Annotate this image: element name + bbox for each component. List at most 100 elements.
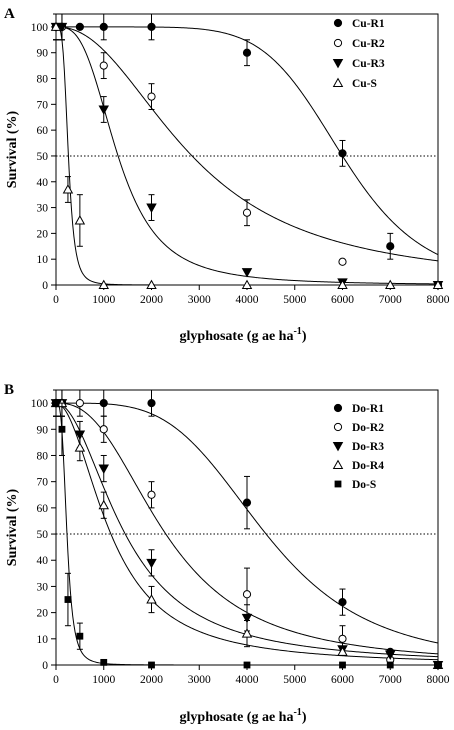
panel-a-legend: Cu-R1 Cu-R2 Cu-R3 Cu-S [332, 18, 385, 90]
panel-b-xtick-label: 8000 [427, 674, 450, 686]
panel-b-ytick-label: 0 [42, 660, 48, 672]
legend-label-cu-r3: Cu-R3 [352, 58, 385, 70]
legend-label-cu-s: Cu-S [352, 78, 377, 90]
panel-b-ytick-label: 80 [37, 450, 49, 462]
panel-a-xtick-label: 4000 [236, 294, 259, 306]
data-point [385, 279, 396, 290]
data-point [146, 594, 157, 604]
panel-b-series-do-s [52, 389, 442, 669]
panel-b-xtick-label: 7000 [379, 674, 402, 686]
data-point [100, 658, 108, 666]
panel-a-ytick-label: 100 [31, 22, 49, 34]
data-point [98, 279, 109, 290]
data-point [386, 661, 394, 669]
legend-marker-do-r2 [333, 422, 343, 432]
legend-label-cu-r2: Cu-R2 [352, 38, 385, 50]
panel-a-ytick-label: 20 [37, 228, 49, 240]
data-point [98, 464, 109, 475]
panel-b-xtick-label: 2000 [140, 674, 163, 686]
data-point [385, 650, 396, 660]
data-point [338, 598, 347, 607]
panel-a-x-axis-title-superscript: -1 [293, 326, 301, 337]
panel-a-series-cu-s [50, 13, 444, 290]
data-point [243, 661, 251, 669]
panel-a-xtick-label: 6000 [331, 294, 354, 306]
panel-b-ytick-label: 50 [37, 529, 49, 541]
data-point [99, 61, 108, 70]
panel-a-ytick-label: 90 [37, 48, 49, 60]
panel-a-xtick-label: 7000 [379, 294, 402, 306]
panel-b-x-axis-title: glyphosate (g ae ha-1) [180, 707, 307, 725]
panel-a-xtick-label: 5000 [283, 294, 306, 306]
data-point [147, 490, 156, 499]
panel-a-ytick-label: 40 [37, 177, 49, 189]
data-point [147, 22, 156, 32]
legend-label-do-r3: Do-R3 [352, 441, 384, 453]
panel-a-y-axis-title: Survival (%) [5, 110, 20, 188]
data-point [148, 661, 155, 669]
data-point [241, 628, 253, 638]
data-point [241, 613, 253, 624]
data-point [147, 92, 156, 101]
panel-b-xtick-label: 0 [53, 674, 59, 686]
data-point [339, 661, 346, 669]
legend-label-do-s: Do-S [352, 479, 376, 491]
panel-a-xtick-label: 2000 [140, 294, 163, 306]
panel-a-x-axis-title: glyphosate (g ae ha-1) [180, 326, 307, 344]
data-point [99, 398, 108, 408]
panel-b-legend: Do-R1 Do-R2 Do-R3 Do-R4 Do-S [332, 403, 384, 491]
data-point [434, 661, 442, 669]
legend-marker-do-r1 [333, 403, 343, 413]
data-point [75, 22, 84, 32]
panel-a-x-axis-title-close: ) [302, 329, 307, 344]
panel-b-x-axis-title-close: ) [302, 710, 307, 725]
data-point [52, 399, 60, 407]
panel-b-ytick-label: 90 [37, 424, 49, 436]
panel-b-y-axis-title: Survival (%) [5, 488, 20, 566]
data-point [242, 48, 252, 57]
panel-b-xtick-label: 1000 [92, 674, 115, 686]
data-point [146, 203, 157, 214]
legend-label-do-r2: Do-R2 [352, 422, 384, 434]
data-point [338, 149, 347, 158]
data-point [338, 257, 347, 266]
panel-a-ytick-label: 10 [37, 254, 49, 266]
panel-b-x-axis-title-superscript: -1 [293, 707, 301, 718]
panel-b-ytick-label: 10 [37, 634, 49, 646]
legend-marker-cu-r1 [333, 18, 343, 28]
data-point [99, 425, 108, 434]
panel-a-ytick-label: 80 [37, 74, 49, 86]
panel-a-ytick-label: 30 [37, 203, 49, 215]
legend-label-do-r1: Do-R1 [352, 403, 384, 415]
data-point [241, 279, 253, 290]
data-point [56, 22, 68, 33]
legend-marker-do-r3 [332, 441, 344, 452]
panel-b-xtick-label: 5000 [283, 674, 306, 686]
legend-marker-cu-s [332, 77, 344, 88]
panel-a-ytick-label: 50 [37, 151, 49, 163]
data-point [76, 632, 84, 640]
panel-a-xtick-label: 0 [53, 294, 59, 306]
data-point [146, 279, 157, 290]
data-point [98, 499, 109, 510]
panel-b-x-axis-title-main: glyphosate (g ae ha [180, 710, 294, 725]
panel-b-xtick-label: 4000 [236, 674, 259, 686]
data-point [147, 398, 156, 408]
data-point [74, 215, 86, 225]
legend-label-cu-r1: Cu-R1 [352, 18, 385, 30]
data-point [337, 646, 348, 656]
data-point [74, 442, 86, 452]
panel-a-series-cu-r1 [51, 13, 443, 290]
data-point [432, 279, 444, 290]
panel-a-x-axis-title-main: glyphosate (g ae ha [180, 329, 294, 344]
panel-a-letter: A [4, 6, 15, 22]
panel-b-ytick-label: 70 [37, 477, 49, 489]
data-point [75, 398, 84, 408]
legend-marker-do-s [334, 480, 342, 488]
data-point [337, 279, 348, 290]
data-point [242, 208, 252, 217]
data-point [98, 105, 109, 115]
panel-b-ytick-label: 30 [37, 581, 49, 593]
data-point [64, 596, 72, 603]
data-point [62, 184, 74, 194]
